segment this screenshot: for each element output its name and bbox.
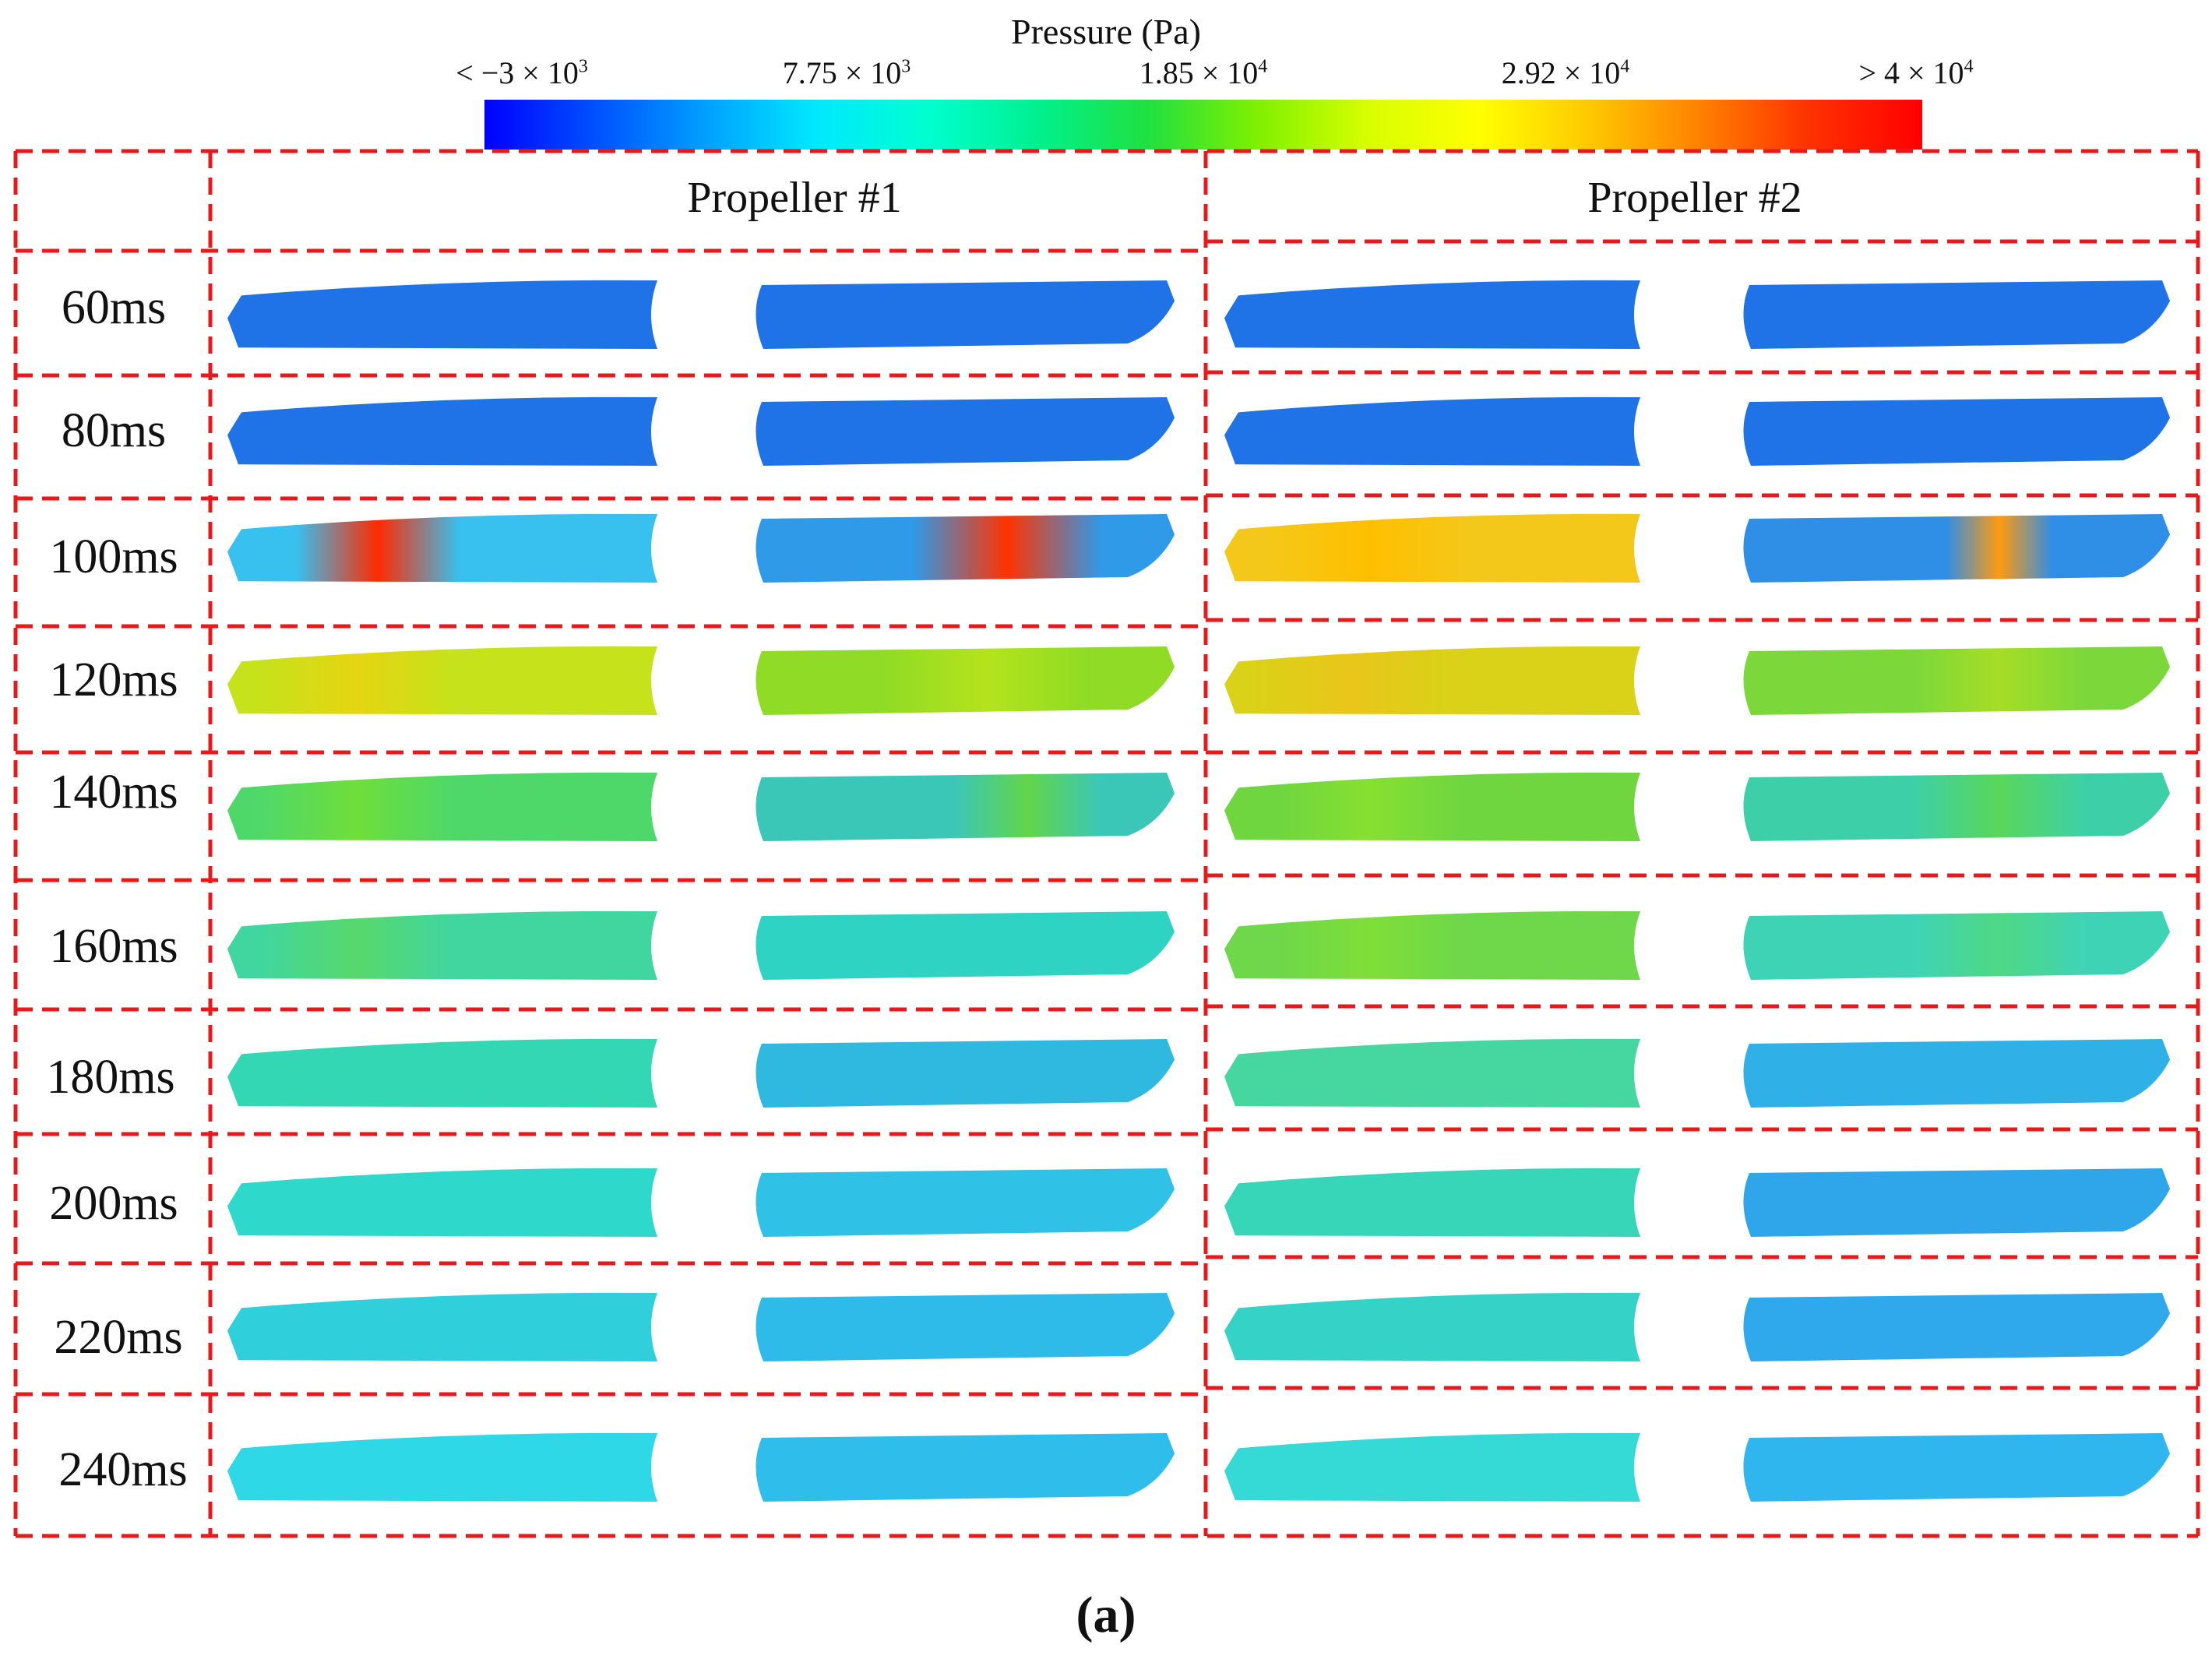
blade-p1b-120ms [756,646,1175,715]
blade-p1b-220ms [756,1293,1175,1361]
blade-p1b-60ms [756,280,1175,349]
blade-p1a-140ms [227,772,657,841]
blade-p1b-160ms [756,911,1175,980]
header-propeller-2: Propeller #2 [1587,174,1802,222]
blade-p1a-160ms [227,911,657,980]
blade-p1b-200ms [756,1168,1175,1237]
blade-p1a-60ms [227,280,657,349]
blade-p1a-220ms [227,1292,657,1361]
figure-caption: (a) [1076,1587,1136,1643]
blade-p2a-220ms [1224,1292,1640,1361]
blade-p1a-200ms [227,1168,657,1237]
colorbar-title: Pressure (Pa) [1011,12,1201,51]
blade-p2b-180ms [1743,1039,2170,1108]
blade-p2a-180ms [1224,1038,1640,1108]
row-label-180ms: 180ms [46,1051,175,1104]
blade-p2b-60ms [1743,280,2170,349]
row-label-140ms: 140ms [49,766,178,819]
row-label-200ms: 200ms [49,1177,178,1230]
blade-p1a-180ms [227,1038,657,1108]
colorbar-tick-label: 7.75 × 103 [782,55,911,90]
blade-p2a-160ms [1224,911,1640,980]
blade-p1b-240ms [756,1433,1175,1502]
blade-p2b-100ms [1743,514,2170,583]
row-label-160ms: 160ms [49,920,178,973]
header-propeller-1: Propeller #1 [687,174,902,222]
colorbar-tick-label: > 4 × 104 [1858,55,1974,90]
row-label-240ms: 240ms [58,1443,188,1496]
row-label-220ms: 220ms [54,1311,183,1364]
blade-p2b-200ms [1743,1168,2170,1237]
blade-p1b-140ms [756,773,1175,841]
row-label-80ms: 80ms [61,404,167,457]
blade-p2b-160ms [1743,911,2170,980]
blade-p1a-100ms [227,513,657,583]
row-label-100ms: 100ms [49,530,178,583]
colorbar-tick-label: 1.85 × 104 [1139,55,1268,90]
blade-p1a-80ms [227,396,657,466]
blade-p2a-200ms [1224,1168,1640,1237]
blade-p1a-120ms [227,646,657,715]
blade-p1a-240ms [227,1432,657,1502]
colorbar-gradient [484,100,1922,150]
blade-p2a-140ms [1224,772,1640,841]
blade-p2a-240ms [1224,1432,1640,1502]
blade-p2a-80ms [1224,396,1640,466]
row-label-60ms: 60ms [61,281,167,334]
blade-p1b-100ms [756,514,1175,583]
blade-p2b-80ms [1743,397,2170,466]
blade-p2b-140ms [1743,773,2170,841]
blade-p2b-120ms [1743,646,2170,715]
blade-p1b-180ms [756,1039,1175,1108]
blade-p1b-80ms [756,397,1175,466]
blade-p2a-60ms [1224,280,1640,349]
blade-p2a-120ms [1224,646,1640,715]
blade-p2a-100ms [1224,513,1640,583]
colorbar-tick-label: < −3 × 103 [456,55,588,90]
blade-p2b-220ms [1743,1293,2170,1361]
blade-p2b-240ms [1743,1433,2170,1502]
colorbar-tick-label: 2.92 × 104 [1501,55,1630,90]
row-label-120ms: 120ms [49,653,178,706]
